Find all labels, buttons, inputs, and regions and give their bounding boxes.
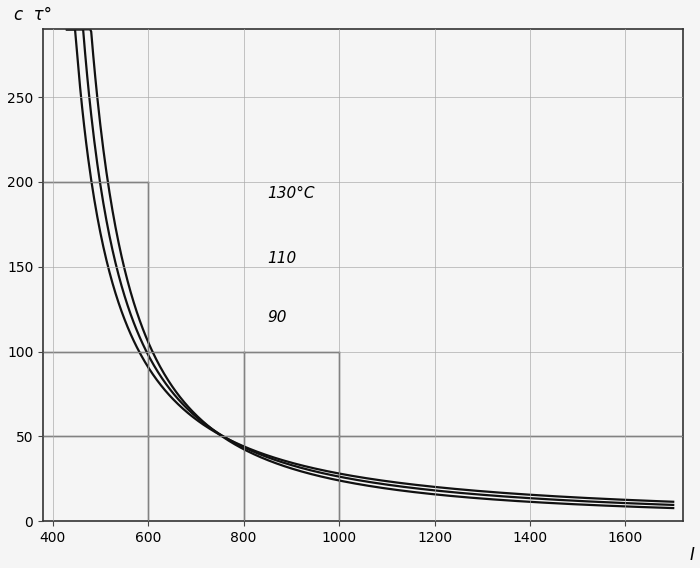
Text: 110: 110 — [267, 251, 297, 266]
Text: c  τ°: c τ° — [14, 6, 52, 24]
Text: 90: 90 — [267, 310, 287, 325]
Text: 130°C: 130°C — [267, 186, 315, 201]
Text: I: I — [690, 546, 694, 564]
